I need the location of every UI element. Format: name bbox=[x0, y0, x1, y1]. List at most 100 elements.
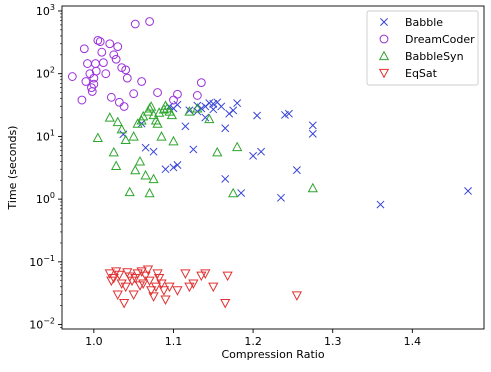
babblesyn-point bbox=[120, 134, 131, 145]
dreamcoder-point bbox=[121, 65, 131, 75]
legend-box bbox=[366, 10, 479, 86]
babblesyn-point bbox=[144, 187, 155, 198]
babblesyn-point bbox=[116, 123, 127, 134]
eqsat-point bbox=[188, 279, 199, 289]
eqsat-point bbox=[114, 270, 125, 281]
babblesyn-point bbox=[152, 118, 163, 128]
legend-marker-dreamcoder bbox=[379, 34, 389, 44]
legend-label: EqSat bbox=[405, 67, 438, 80]
dreamcoder-point bbox=[111, 54, 121, 64]
dreamcoder-point bbox=[89, 79, 99, 89]
legend-item: EqSat bbox=[378, 67, 438, 80]
dreamcoder-point bbox=[99, 58, 108, 68]
babble-point bbox=[217, 102, 226, 111]
babble-point bbox=[221, 174, 230, 183]
plot-frame bbox=[61, 5, 485, 330]
dreamcoder-point bbox=[192, 91, 202, 100]
y-tick-label: 10−2 bbox=[29, 317, 55, 332]
babble-point bbox=[308, 121, 317, 130]
y-tick-label: 101 bbox=[36, 128, 55, 143]
legend-item: DreamCoder bbox=[379, 33, 475, 46]
eqsat-point bbox=[148, 292, 159, 302]
babblesyn-point bbox=[156, 131, 167, 141]
babblesyn-point bbox=[112, 116, 123, 127]
eqsat-point bbox=[142, 265, 154, 276]
eqsat-point bbox=[160, 295, 171, 305]
series-babblesyn bbox=[92, 100, 318, 198]
babblesyn-point bbox=[154, 107, 165, 117]
x-axis-label: Compression Ratio bbox=[221, 348, 324, 361]
y-axis-label: Time (seconds) bbox=[6, 126, 19, 211]
dreamcoder-point bbox=[95, 37, 105, 46]
y-tick-label: 100 bbox=[36, 191, 55, 206]
babblesyn-point bbox=[307, 182, 318, 193]
dreamcoder-point bbox=[83, 59, 92, 68]
babble-point bbox=[376, 200, 385, 209]
babblesyn-point bbox=[228, 187, 239, 198]
babble-point bbox=[141, 143, 150, 152]
legend-marker-babble bbox=[380, 18, 388, 26]
babblesyn-point bbox=[168, 135, 179, 146]
eqsat-point bbox=[208, 282, 219, 293]
babble-point bbox=[173, 161, 182, 169]
legend: Babble DreamCoder BabbleSyn EqSat bbox=[366, 10, 479, 86]
series-dreamcoder bbox=[67, 17, 206, 111]
dreamcoder-point bbox=[81, 77, 91, 86]
legend-label: BabbleSyn bbox=[405, 50, 464, 63]
babblesyn-point bbox=[132, 118, 143, 128]
dreamcoder-point bbox=[109, 50, 119, 60]
eqsat-point bbox=[180, 269, 191, 279]
babble-point bbox=[292, 166, 301, 175]
eqsat-point bbox=[118, 298, 130, 309]
dreamcoder-point bbox=[119, 102, 129, 111]
babblesyn-point bbox=[92, 132, 103, 142]
plot-marks bbox=[67, 17, 473, 309]
eqsat-point bbox=[144, 276, 155, 287]
y-tick-label: 103 bbox=[36, 3, 55, 18]
x-tick-label: 1.4 bbox=[404, 335, 422, 348]
dreamcoder-point bbox=[153, 88, 162, 97]
x-tick-label: 1.1 bbox=[165, 335, 183, 348]
dreamcoder-point bbox=[91, 66, 101, 76]
series-babble bbox=[119, 98, 473, 209]
babble-point bbox=[161, 165, 170, 174]
babble-point bbox=[229, 106, 238, 115]
legend-marker-eqsat bbox=[378, 68, 390, 79]
babble-point bbox=[237, 189, 246, 198]
dreamcoder-point bbox=[145, 17, 154, 26]
babble-point bbox=[284, 109, 293, 118]
eqsat-point bbox=[164, 282, 175, 293]
x-tick-label: 1.3 bbox=[324, 335, 342, 348]
babble-point bbox=[464, 187, 473, 195]
babble-point bbox=[253, 111, 262, 120]
eqsat-point bbox=[112, 290, 123, 300]
babblesyn-point bbox=[140, 169, 151, 180]
babble-point bbox=[181, 122, 190, 131]
babblesyn-point bbox=[146, 101, 157, 111]
y-axis: 10−2 10−1 100 101 102 103 bbox=[29, 3, 62, 332]
babble-point bbox=[169, 163, 178, 172]
series-eqsat bbox=[104, 265, 303, 309]
dreamcoder-point bbox=[169, 95, 178, 105]
legend-label: DreamCoder bbox=[405, 33, 475, 46]
eqsat-point bbox=[132, 269, 143, 279]
eqsat-point bbox=[200, 269, 211, 279]
legend-label: Babble bbox=[405, 16, 443, 29]
babblesyn-point bbox=[128, 131, 139, 141]
eqsat-point bbox=[108, 273, 119, 284]
babble-point bbox=[201, 113, 210, 122]
eqsat-point bbox=[146, 286, 157, 296]
babblesyn-point bbox=[232, 141, 243, 152]
babblesyn-point bbox=[192, 103, 203, 113]
babble-point bbox=[149, 147, 158, 156]
babblesyn-point bbox=[184, 106, 195, 116]
dreamcoder-point bbox=[114, 97, 124, 107]
eqsat-point bbox=[222, 271, 233, 282]
eqsat-point bbox=[116, 279, 127, 289]
dreamcoder-point bbox=[173, 89, 182, 99]
babble-point bbox=[189, 145, 198, 154]
eqsat-point bbox=[138, 279, 149, 289]
babble-point bbox=[173, 100, 182, 109]
dreamcoder-point bbox=[101, 69, 111, 79]
eqsat-point bbox=[154, 273, 165, 284]
